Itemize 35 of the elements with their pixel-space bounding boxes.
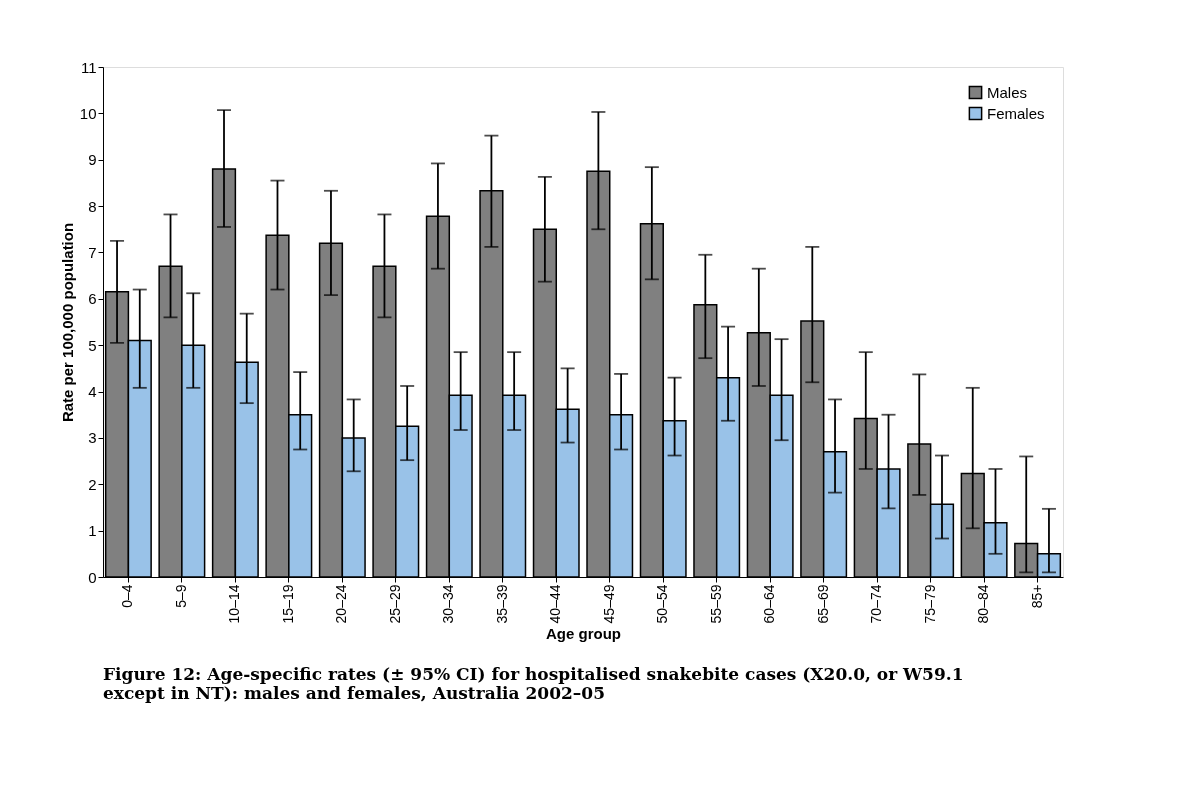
x-tick-label: 10–14 [226,584,243,624]
x-tick-label: 55–59 [707,584,724,624]
x-tick-label: 30–34 [440,584,457,624]
x-tick-label: 15–19 [279,584,296,624]
y-tick-label: 2 [88,475,97,493]
x-tick-label: 65–69 [814,584,831,624]
y-tick-label: 4 [88,383,97,401]
y-tick-label: 6 [88,290,97,308]
x-axis-title: Age group [546,625,621,643]
x-tick-label: 75–79 [921,584,938,624]
y-tick-label: 9 [88,151,97,169]
x-tick-label: 50–54 [654,584,671,624]
x-tick-label: 0–4 [119,584,136,608]
x-tick-label: 5–9 [172,584,189,608]
y-tick-label: 0 [88,568,97,586]
y-tick-label: 7 [88,243,97,261]
x-tick-label: 20–24 [333,584,350,624]
x-tick-label: 60–64 [761,584,778,624]
x-tick-label: 45–49 [600,584,617,624]
caption: Figure 12: Age-specific rates (± 95% CI) for hospitalised snakebite cases (X20.0, or W59.1 except in NT): males and females, Australia 2002–05 [103,663,964,703]
x-tick-label: 80–84 [975,584,992,624]
legend-label: Females [987,104,1045,122]
y-axis-title: Rate per 100,000 population [58,222,76,423]
y-tick-label: 11 [80,58,97,76]
x-tick-label: 85+ [1028,584,1045,609]
y-tick-label: 8 [88,197,97,215]
x-tick-label: 35–39 [493,584,510,624]
y-tick-label: 1 [88,522,97,540]
legend-label: Males [987,83,1028,101]
y-tick-label: 3 [88,429,97,447]
x-tick-label: 70–74 [868,584,885,624]
x-tick-label: 25–29 [386,584,403,624]
y-tick-label: 10 [79,104,97,122]
x-tick-label: 40–44 [547,584,564,624]
y-tick-label: 5 [88,336,97,354]
